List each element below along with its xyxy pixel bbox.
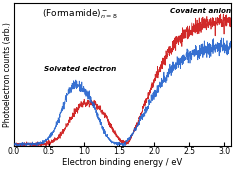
- X-axis label: Electron binding energy / eV: Electron binding energy / eV: [62, 158, 183, 167]
- Text: (Formamide)$^-_{n=8}$: (Formamide)$^-_{n=8}$: [42, 8, 118, 21]
- Text: Covalent anion: Covalent anion: [170, 8, 231, 14]
- Text: Solvated electron: Solvated electron: [44, 66, 117, 72]
- Y-axis label: Photoelectron counts (arb.): Photoelectron counts (arb.): [3, 22, 12, 127]
